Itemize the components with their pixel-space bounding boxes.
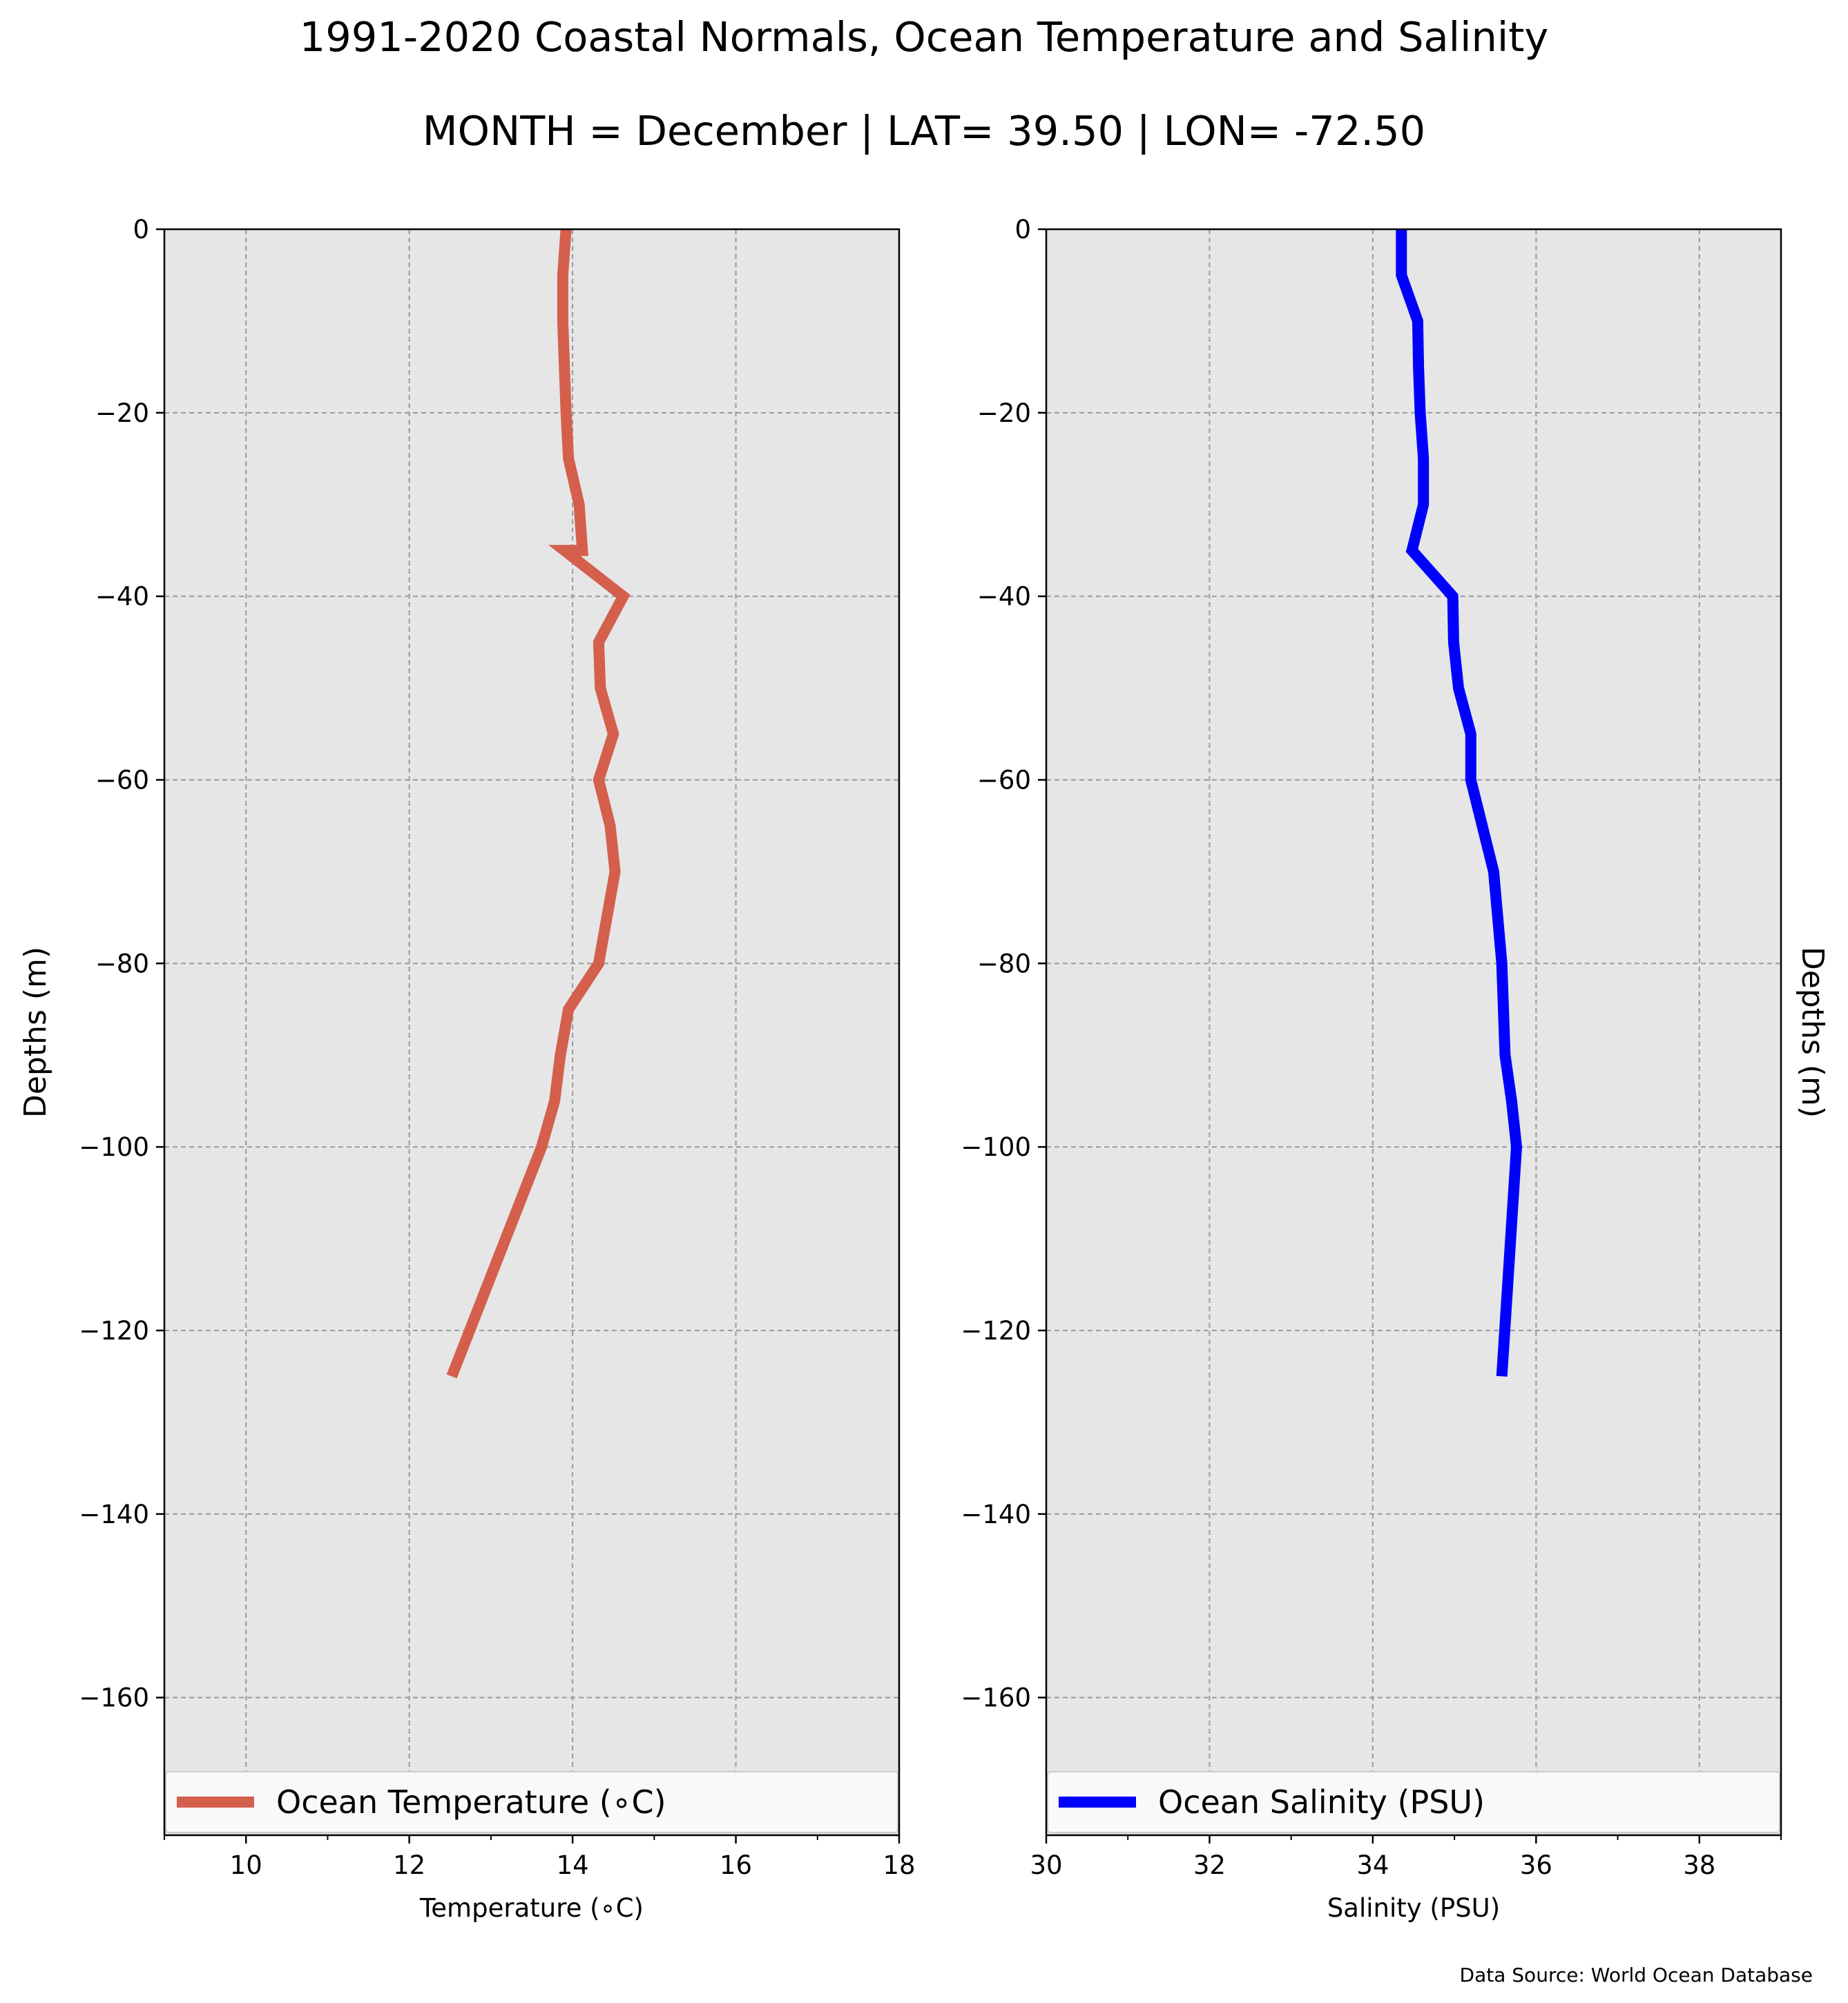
x-tick-label: 34 — [1356, 1850, 1389, 1880]
series-line — [446, 229, 631, 1379]
y-tick-label: −80 — [95, 949, 149, 978]
plot-area — [164, 229, 899, 1835]
y-tick-label: −80 — [977, 949, 1031, 978]
series-line — [1396, 229, 1523, 1377]
salinity-panel: Ocean Salinity (PSU) 30 32 34 36 38 0 −20 −40 −60… — [961, 215, 1830, 1923]
x-tick-label: 36 — [1520, 1850, 1552, 1880]
y-tick-label: −160 — [79, 1683, 149, 1713]
legend: Ocean Salinity (PSU) — [1047, 1771, 1780, 1833]
x-tick-label: 18 — [883, 1850, 915, 1880]
legend-box — [1047, 1771, 1780, 1833]
x-tick-label: 30 — [1030, 1850, 1062, 1880]
y-tick-label: 0 — [1014, 215, 1031, 244]
legend-label: Ocean Salinity (PSU) — [1158, 1783, 1485, 1821]
legend-box — [165, 1771, 898, 1833]
x-tick-label: 32 — [1193, 1850, 1226, 1880]
y-tick-label: −20 — [95, 398, 149, 428]
y-tick-label: −60 — [95, 765, 149, 795]
y-tick-label: −140 — [79, 1500, 149, 1529]
axes-frame — [163, 228, 901, 1837]
legend-label: Ocean Temperature (∘C) — [276, 1783, 666, 1821]
y-tick-label: −60 — [977, 765, 1031, 795]
y-tick-label: −100 — [961, 1132, 1031, 1162]
y-tick-label: −120 — [79, 1316, 149, 1346]
x-tick-label: 12 — [393, 1850, 425, 1880]
x-tick-label: 16 — [720, 1850, 752, 1880]
data-source-note: Data Source: World Ocean Database — [1460, 1964, 1813, 1986]
y-tick-label: −140 — [961, 1500, 1031, 1529]
x-tick-label: 10 — [230, 1850, 262, 1880]
x-tick-label: 14 — [557, 1850, 589, 1880]
y-tick-label: −40 — [95, 582, 149, 612]
axes-frame — [1045, 228, 1782, 1837]
chart-subtitle: MONTH = December | LAT= 39.50 | LON= -72… — [423, 107, 1425, 155]
y-tick-label: −40 — [977, 582, 1031, 612]
y-tick-label: −120 — [961, 1316, 1031, 1346]
y-tick-label: 0 — [133, 215, 149, 244]
y-tick-label: −100 — [79, 1132, 149, 1162]
plot-area — [1046, 229, 1781, 1835]
y-tick-label: −160 — [961, 1683, 1031, 1713]
y-axis-label: Depths (m) — [18, 947, 53, 1118]
legend: Ocean Temperature (∘C) — [165, 1771, 898, 1833]
chart-title: 1991-2020 Coastal Normals, Ocean Tempera… — [300, 13, 1549, 61]
y-tick-label: −20 — [977, 398, 1031, 428]
y-axis-label: Depths (m) — [1795, 947, 1830, 1118]
x-axis-label: Temperature (∘C) — [419, 1893, 644, 1923]
x-axis-label: Salinity (PSU) — [1327, 1893, 1500, 1923]
x-tick-label: 38 — [1683, 1850, 1715, 1880]
temperature-panel: Ocean Temperature (∘C) 10 12 14 16 18 0 −20 −40 −… — [18, 215, 916, 1923]
